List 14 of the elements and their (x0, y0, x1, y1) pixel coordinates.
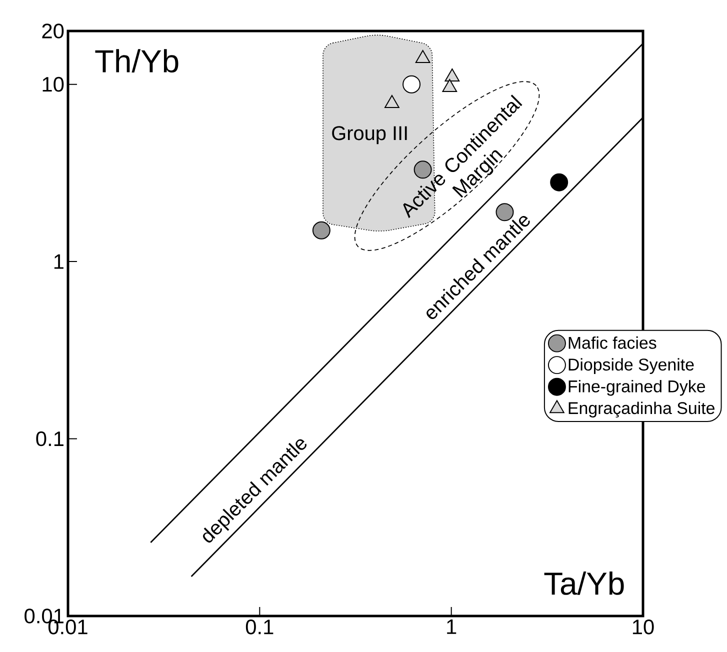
y-tick-label: 1 (54, 254, 64, 269)
x-tick-label: 0.1 (246, 620, 274, 634)
x-tick-label: 10 (632, 620, 654, 634)
legend-label: Engraçadinha Suite (568, 402, 714, 418)
legend-label: Fine-grained Dyke (568, 380, 706, 396)
x-tick-label: 1 (447, 620, 456, 634)
y-tick-label: 10 (42, 76, 64, 92)
legend-label: Mafic facies (568, 336, 656, 349)
x-axis-title: Ta/Yb (544, 572, 624, 595)
y-tick-label: 0.1 (36, 431, 64, 446)
y-axis-title: Th/Yb (95, 49, 178, 73)
legend-label: Diopside Syenite (568, 358, 694, 374)
annotation: Group III (332, 126, 407, 144)
y-tick-label: 20 (42, 24, 64, 38)
